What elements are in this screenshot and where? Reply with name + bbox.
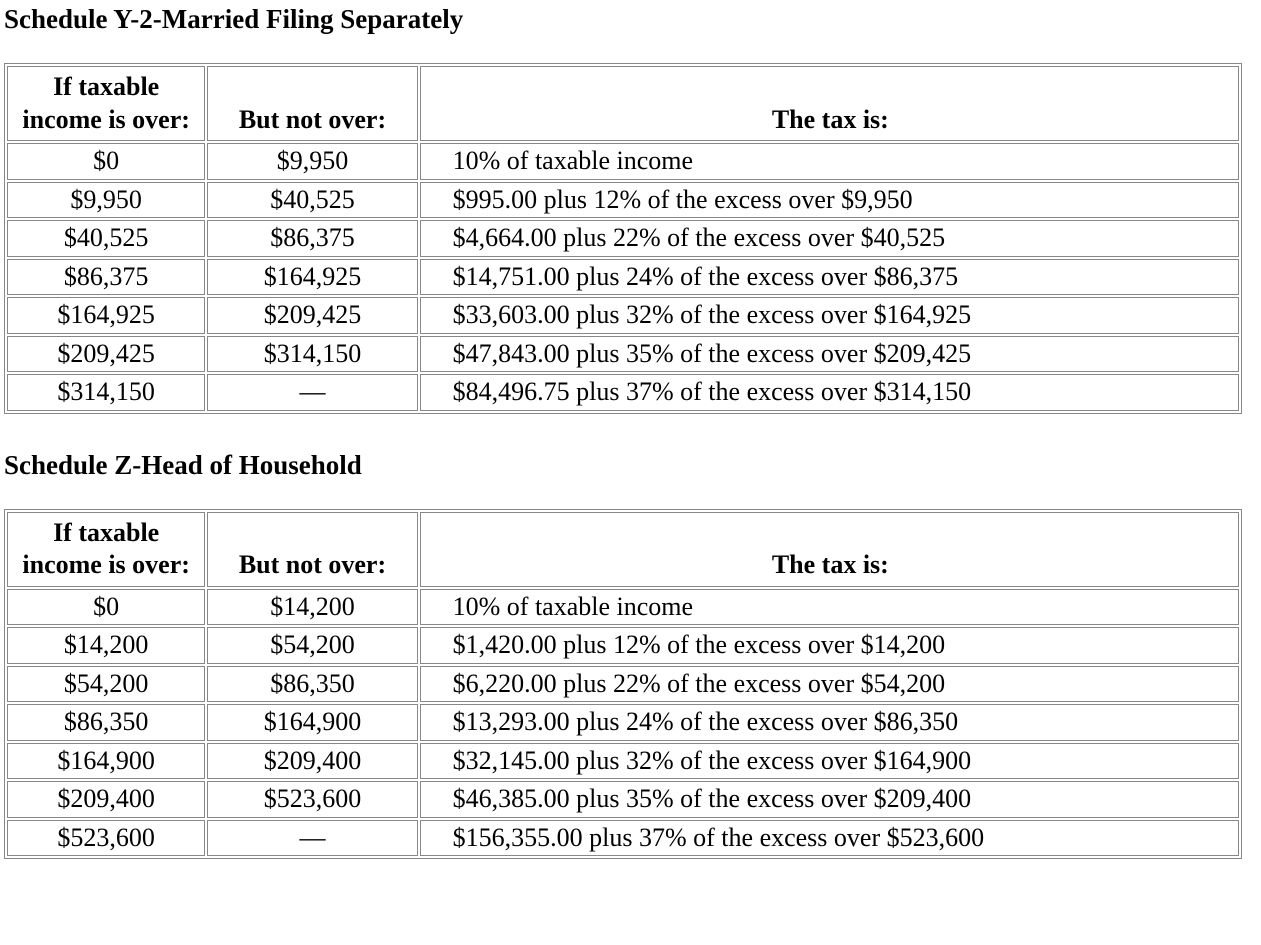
schedule-title-z: Schedule Z-Head of Household xyxy=(4,450,1257,481)
cell-over: $209,425 xyxy=(7,336,205,373)
cell-tax: 10% of taxable income xyxy=(420,143,1239,180)
table-row: $314,150 — $84,496.75 plus 37% of the ex… xyxy=(7,374,1239,411)
cell-tax: $995.00 plus 12% of the excess over $9,9… xyxy=(420,182,1239,219)
cell-tax: $84,496.75 plus 37% of the excess over $… xyxy=(420,374,1239,411)
cell-over: $0 xyxy=(7,589,205,626)
table-row: $0 $9,950 10% of taxable income xyxy=(7,143,1239,180)
table-row: $209,400 $523,600 $46,385.00 plus 35% of… xyxy=(7,781,1239,818)
cell-tax: $46,385.00 plus 35% of the excess over $… xyxy=(420,781,1239,818)
col-header-text: If taxable income is over: xyxy=(22,518,190,580)
col-header-text: But not over: xyxy=(239,550,386,579)
table-header-row: If taxable income is over: But not over:… xyxy=(7,512,1239,587)
table-row: $164,900 $209,400 $32,145.00 plus 32% of… xyxy=(7,743,1239,780)
table-row: $54,200 $86,350 $6,220.00 plus 22% of th… xyxy=(7,666,1239,703)
cell-not-over: $9,950 xyxy=(207,143,417,180)
cell-over: $86,350 xyxy=(7,704,205,741)
cell-not-over: $314,150 xyxy=(207,336,417,373)
cell-not-over: $40,525 xyxy=(207,182,417,219)
cell-over: $164,900 xyxy=(7,743,205,780)
col-header-not-over: But not over: xyxy=(207,66,417,141)
table-row: $86,350 $164,900 $13,293.00 plus 24% of … xyxy=(7,704,1239,741)
cell-over: $40,525 xyxy=(7,220,205,257)
table-row: $0 $14,200 10% of taxable income xyxy=(7,589,1239,626)
cell-not-over: — xyxy=(207,374,417,411)
col-header-text: The tax is: xyxy=(772,550,889,579)
cell-over: $523,600 xyxy=(7,820,205,857)
cell-tax: 10% of taxable income xyxy=(420,589,1239,626)
table-row: $86,375 $164,925 $14,751.00 plus 24% of … xyxy=(7,259,1239,296)
cell-over: $86,375 xyxy=(7,259,205,296)
table-row: $40,525 $86,375 $4,664.00 plus 22% of th… xyxy=(7,220,1239,257)
col-header-tax-is: The tax is: xyxy=(420,512,1239,587)
col-header-text: If taxable income is over: xyxy=(22,72,190,134)
col-header-if-over: If taxable income is over: xyxy=(7,512,205,587)
col-header-if-over: If taxable income is over: xyxy=(7,66,205,141)
cell-over: $314,150 xyxy=(7,374,205,411)
col-header-text: The tax is: xyxy=(772,105,889,134)
table-header-row: If taxable income is over: But not over:… xyxy=(7,66,1239,141)
cell-over: $54,200 xyxy=(7,666,205,703)
tax-table-y2: If taxable income is over: But not over:… xyxy=(4,63,1242,414)
table-row: $209,425 $314,150 $47,843.00 plus 35% of… xyxy=(7,336,1239,373)
tax-table-z: If taxable income is over: But not over:… xyxy=(4,509,1242,860)
table-row: $9,950 $40,525 $995.00 plus 12% of the e… xyxy=(7,182,1239,219)
cell-over: $14,200 xyxy=(7,627,205,664)
cell-tax: $1,420.00 plus 12% of the excess over $1… xyxy=(420,627,1239,664)
cell-tax: $32,145.00 plus 32% of the excess over $… xyxy=(420,743,1239,780)
cell-not-over: $14,200 xyxy=(207,589,417,626)
cell-not-over: $54,200 xyxy=(207,627,417,664)
cell-not-over: $86,375 xyxy=(207,220,417,257)
cell-not-over: $523,600 xyxy=(207,781,417,818)
cell-not-over: $209,400 xyxy=(207,743,417,780)
cell-not-over: $86,350 xyxy=(207,666,417,703)
cell-not-over: — xyxy=(207,820,417,857)
table-row: $164,925 $209,425 $33,603.00 plus 32% of… xyxy=(7,297,1239,334)
cell-tax: $4,664.00 plus 22% of the excess over $4… xyxy=(420,220,1239,257)
schedule-title-y2: Schedule Y-2-Married Filing Separately xyxy=(4,4,1257,35)
cell-not-over: $209,425 xyxy=(207,297,417,334)
cell-over: $164,925 xyxy=(7,297,205,334)
col-header-not-over: But not over: xyxy=(207,512,417,587)
cell-tax: $47,843.00 plus 35% of the excess over $… xyxy=(420,336,1239,373)
cell-tax: $156,355.00 plus 37% of the excess over … xyxy=(420,820,1239,857)
cell-not-over: $164,900 xyxy=(207,704,417,741)
col-header-text: But not over: xyxy=(239,105,386,134)
cell-tax: $13,293.00 plus 24% of the excess over $… xyxy=(420,704,1239,741)
cell-tax: $14,751.00 plus 24% of the excess over $… xyxy=(420,259,1239,296)
col-header-tax-is: The tax is: xyxy=(420,66,1239,141)
table-row: $523,600 — $156,355.00 plus 37% of the e… xyxy=(7,820,1239,857)
cell-over: $0 xyxy=(7,143,205,180)
cell-over: $9,950 xyxy=(7,182,205,219)
cell-tax: $33,603.00 plus 32% of the excess over $… xyxy=(420,297,1239,334)
cell-tax: $6,220.00 plus 22% of the excess over $5… xyxy=(420,666,1239,703)
table-row: $14,200 $54,200 $1,420.00 plus 12% of th… xyxy=(7,627,1239,664)
cell-not-over: $164,925 xyxy=(207,259,417,296)
cell-over: $209,400 xyxy=(7,781,205,818)
